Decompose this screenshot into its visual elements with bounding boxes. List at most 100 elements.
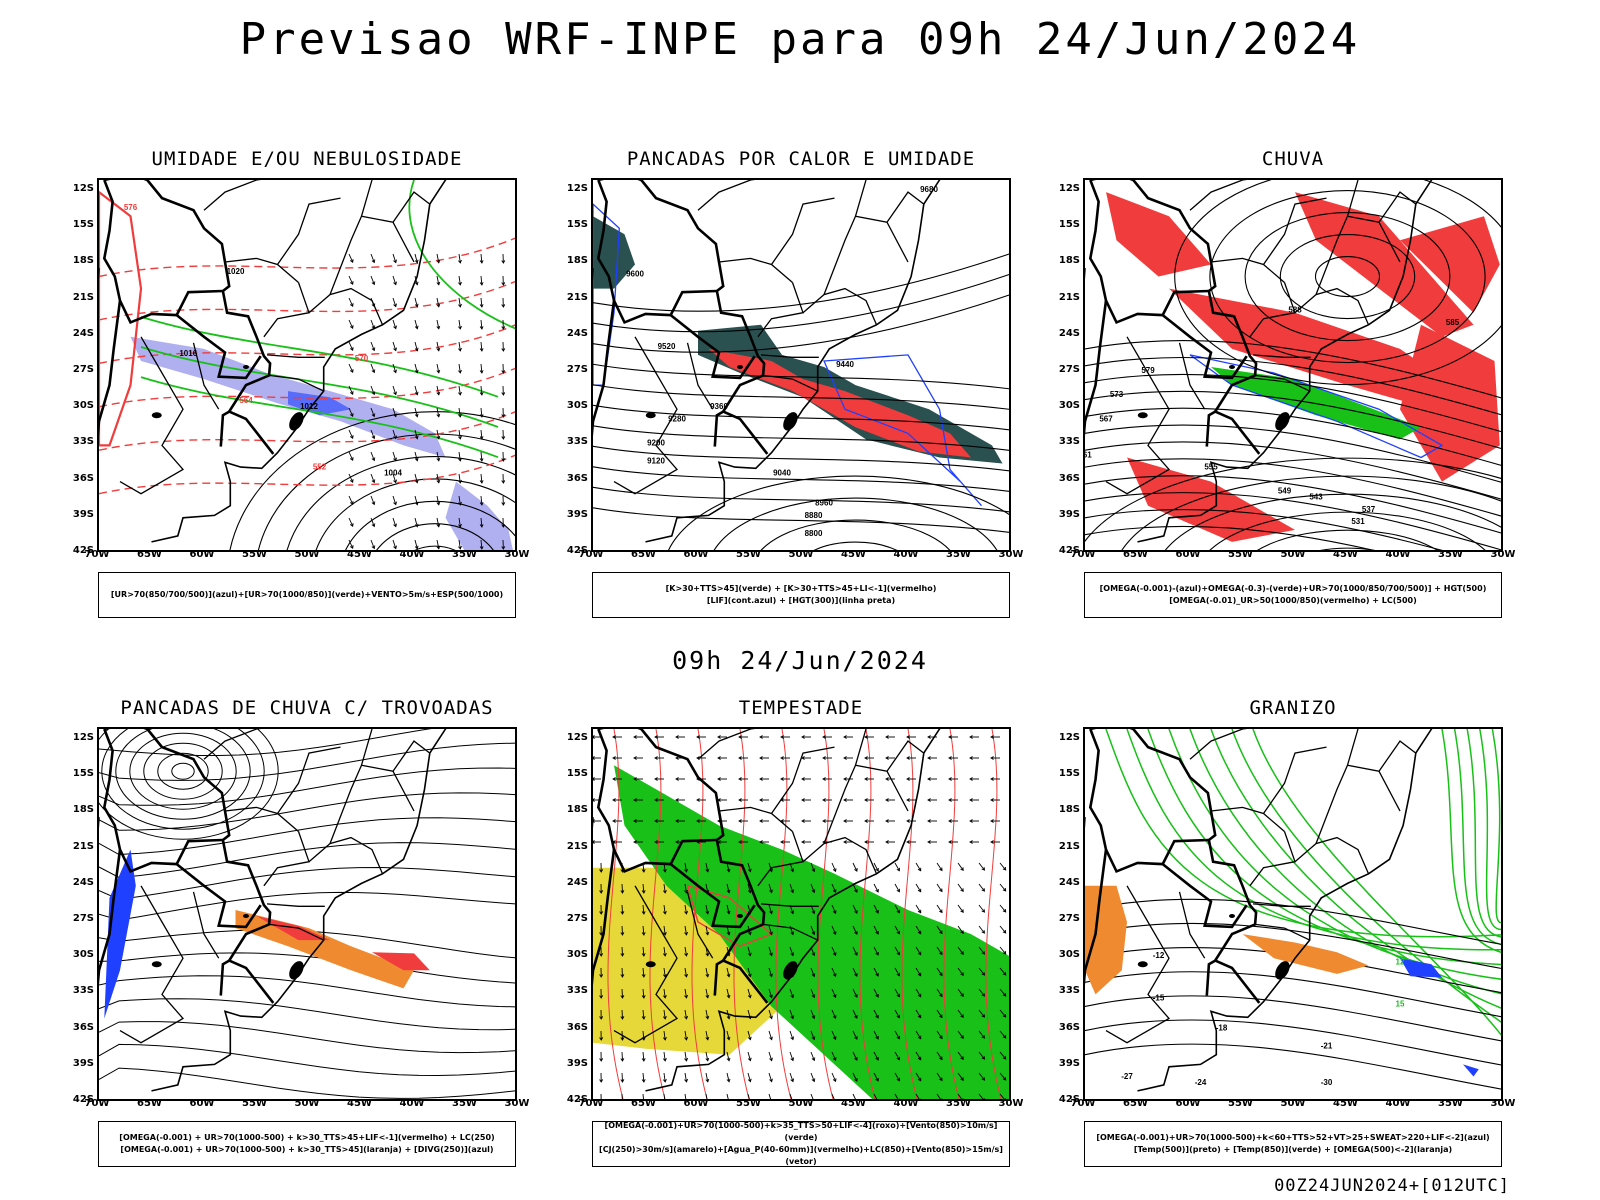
isoline-label: 8800 <box>805 529 823 538</box>
isoline-label: 561 <box>1085 450 1092 459</box>
latitude-label: 42S <box>1058 545 1080 556</box>
map-canvas-humidity: 1020 1016 1012 1004 576 570 564 552 <box>99 180 515 550</box>
isoline-label: 579 <box>1141 366 1155 375</box>
latitude-label: 39S <box>566 508 588 520</box>
longitude-label: 40W <box>1385 549 1411 560</box>
latitude-label: 12S <box>566 732 588 744</box>
isoline-label: 9200 <box>647 438 665 447</box>
longitude-label: 55W <box>736 1098 761 1109</box>
map-canvas-heat-showers: 9680 9600 9520 9440 9360 9280 9200 9120 9040 8960… <box>593 180 1009 550</box>
isoline-label: 543 <box>1309 493 1323 502</box>
longitude-label: 55W <box>242 1098 267 1109</box>
longitude-label: 60W <box>1175 1098 1201 1109</box>
longitude-label: 55W <box>1228 549 1253 560</box>
longitude-label: 50W <box>788 1098 814 1109</box>
latitude-label: 33S <box>72 436 94 448</box>
isoline-label: -24 <box>1195 1078 1207 1087</box>
latitude-label: 42S <box>72 545 94 556</box>
longitude-label: 70W <box>84 1098 110 1109</box>
panel-title-rain: CHUVA <box>1261 148 1325 170</box>
latitude-label: 27S <box>566 913 588 925</box>
latitude-label: 36S <box>1058 1021 1080 1033</box>
panel-title-heat-showers: PANCADAS POR CALOR E UMIDADE <box>626 148 976 170</box>
longitude-label: 40W <box>399 1098 425 1109</box>
longitude-label: 60W <box>683 549 709 560</box>
latitude-label: 15S <box>72 768 94 780</box>
latitude-label: 39S <box>1058 1057 1080 1069</box>
latitude-label: 21S <box>72 291 94 303</box>
longitude-label: 65W <box>631 549 656 560</box>
longitude-label: 50W <box>294 1098 320 1109</box>
isoline-label: 1004 <box>384 469 402 478</box>
latitude-label: 24S <box>1058 876 1080 888</box>
longitude-label: 70W <box>578 549 604 560</box>
latitude-label: 12S <box>1058 183 1080 195</box>
longitude-label: 40W <box>1385 1098 1411 1109</box>
longitude-label: 60W <box>189 549 215 560</box>
isoline-label: 549 <box>1278 487 1292 496</box>
latitude-label: 30S <box>1058 949 1080 961</box>
isoline-label: 588 <box>1288 306 1302 315</box>
latitude-label: 39S <box>1058 508 1080 520</box>
longitude-label: 45W <box>841 1098 866 1109</box>
map-thunderstorm-showers <box>97 727 517 1101</box>
map-canvas-rain: 588 585 579 573 567 561 555 549 543 537 531 <box>1085 180 1501 550</box>
main-title: Previsao WRF-INPE para 09h 24/Jun/2024 <box>239 14 1361 65</box>
isoline-label: 573 <box>1110 390 1124 399</box>
longitude-label: 70W <box>1070 549 1096 560</box>
longitude-label: 40W <box>893 1098 919 1109</box>
longitude-label: 65W <box>137 549 162 560</box>
latitude-label: 24S <box>72 876 94 888</box>
isoline-label: 555 <box>1204 463 1218 472</box>
longitude-label: 30W <box>1490 549 1516 560</box>
latitude-label: 39S <box>72 508 94 520</box>
longitude-label: 35W <box>946 1098 971 1109</box>
latitude-label: 42S <box>72 1094 94 1105</box>
panel-title-hail: GRANIZO <box>1249 697 1337 719</box>
longitude-label: 45W <box>347 1098 372 1109</box>
latitude-label: 30S <box>72 949 94 961</box>
map-canvas-thunderstorm-showers <box>99 729 515 1099</box>
isoline-label: -12 <box>1153 951 1165 960</box>
panel-title-humidity: UMIDADE E/OU NEBULOSIDADE <box>151 148 463 170</box>
latitude-label: 12S <box>566 183 588 195</box>
latitude-label: 30S <box>72 400 94 412</box>
latitude-label: 30S <box>1058 400 1080 412</box>
latitude-label: 15S <box>566 219 588 231</box>
latitude-label: 33S <box>566 985 588 997</box>
legend-storm: [OMEGA(-0.001)+UR>70(1000-500)+k>35_TTS>… <box>592 1121 1010 1167</box>
latitude-label: 18S <box>566 255 588 267</box>
isoline-label: 9040 <box>773 469 791 478</box>
isoline-label: 12 <box>1396 957 1405 966</box>
latitude-label: 36S <box>1058 472 1080 484</box>
longitude-label: 50W <box>788 549 814 560</box>
latitude-label: 21S <box>566 840 588 852</box>
isoline-label: 9280 <box>668 414 686 423</box>
isoline-label: -18 <box>1216 1024 1228 1033</box>
longitude-label: 35W <box>1438 1098 1463 1109</box>
longitude-label: 60W <box>189 1098 215 1109</box>
isoline-label: 8960 <box>815 499 833 508</box>
longitude-label: 55W <box>1228 1098 1253 1109</box>
latitude-label: 18S <box>1058 804 1080 816</box>
isoline-label: 9360 <box>710 402 728 411</box>
longitude-label: 35W <box>1438 549 1463 560</box>
latitude-label: 12S <box>72 732 94 744</box>
latitude-label: 36S <box>72 472 94 484</box>
panel-title-storm: TEMPESTADE <box>738 697 864 719</box>
longitude-label: 35W <box>452 549 477 560</box>
longitude-label: 65W <box>631 1098 656 1109</box>
legend-line: [OMEGA(-0.001) + UR>70(1000-500) + k>30_… <box>120 1145 494 1154</box>
map-canvas-storm <box>593 729 1009 1099</box>
panel-title-thunderstorm-showers: PANCADAS DE CHUVA C/ TROVOADAS <box>120 697 494 719</box>
legend-line: [Temp(500)](preto) + [Temp(850)](verde) … <box>1133 1145 1453 1154</box>
latitude-label: 18S <box>566 804 588 816</box>
longitude-label: 60W <box>683 1098 709 1109</box>
legend-line: [OMEGA(-0.001)+UR>70(1000-500)+k>35_TTS>… <box>604 1121 998 1142</box>
latitude-label: 18S <box>72 804 94 816</box>
longitude-label: 60W <box>1175 549 1201 560</box>
isoline-label: 1016 <box>179 349 197 358</box>
footer-timestamp: 00Z24JUN2024+[012UTC] <box>1274 1176 1510 1196</box>
latitude-label: 24S <box>566 876 588 888</box>
isoline-label: 9600 <box>626 270 644 279</box>
